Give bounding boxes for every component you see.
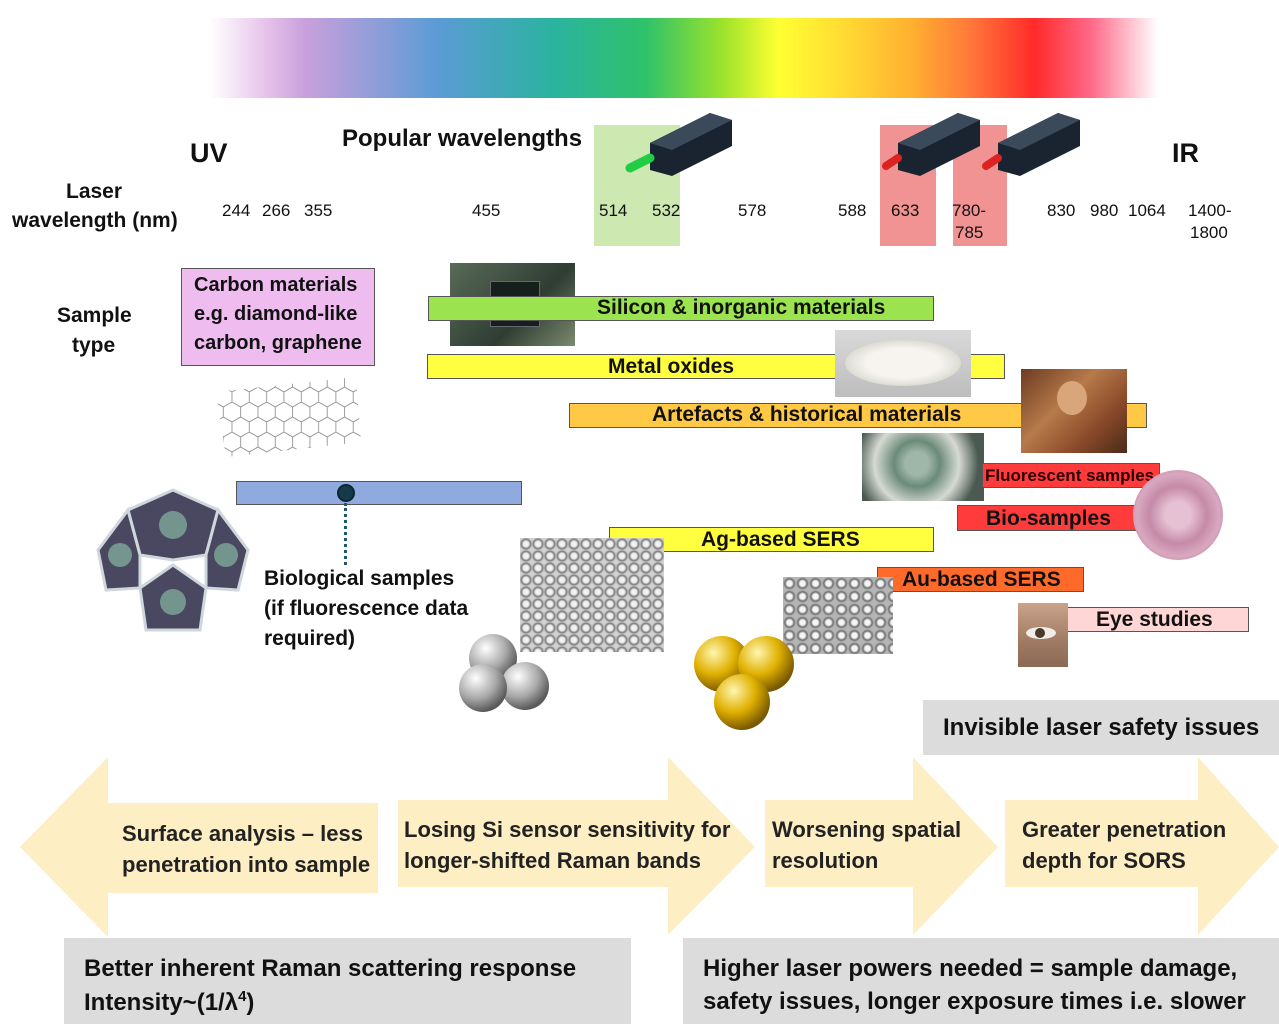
arrow3-line1: Worsening spatial bbox=[772, 817, 962, 842]
fluorescent-label: Fluorescent samples bbox=[985, 466, 1155, 485]
wavelength-980: 980 bbox=[1090, 201, 1119, 220]
arrow1-line2: penetration into sample bbox=[122, 852, 371, 877]
artefacts-label: Artefacts & historical materials bbox=[652, 403, 962, 426]
laser-wavelength-label-line2: wavelength (nm) bbox=[12, 209, 178, 232]
wavelength-578: 578 bbox=[738, 201, 767, 220]
higher-power-box bbox=[683, 938, 1279, 1024]
invisible-safety-label: Invisible laser safety issues bbox=[943, 714, 1260, 741]
wavelength-780: 780- bbox=[952, 201, 987, 220]
silver-nanoparticles-icon bbox=[459, 634, 549, 712]
fluorescent-bar bbox=[982, 463, 1160, 488]
wavelength-830: 830 bbox=[1047, 201, 1076, 220]
au-sers-label: Au-based SERS bbox=[902, 568, 1061, 591]
wavelength-588: 588 bbox=[838, 201, 867, 220]
arrow2-line2: longer-shifted Raman bands bbox=[404, 848, 702, 873]
wavelength-1800: 1800 bbox=[1190, 223, 1228, 242]
eye-studies-bar bbox=[1049, 607, 1249, 632]
gold-nanostructure-image bbox=[783, 577, 893, 654]
biological-line3: required) bbox=[264, 627, 356, 650]
higher-power-line1: Higher laser powers needed = sample dama… bbox=[703, 955, 1238, 982]
raman-response-line1: Better inherent Raman scattering respons… bbox=[84, 955, 577, 982]
intensity-exponent: 4 bbox=[238, 988, 247, 1005]
carbon-line1: Carbon materials bbox=[194, 274, 358, 296]
wavelength-355: 355 bbox=[304, 201, 333, 220]
arrows-background bbox=[20, 757, 1279, 937]
au-sers-bar bbox=[877, 567, 1084, 592]
arrow4-line2: depth for SORS bbox=[1022, 848, 1186, 873]
eye-studies-label: Eye studies bbox=[1096, 608, 1213, 631]
green-laser-device-icon bbox=[625, 113, 732, 176]
bio-samples-label: Bio-samples bbox=[986, 507, 1111, 530]
powder-dish-image bbox=[835, 330, 971, 397]
red-laser-device-icon bbox=[982, 113, 1080, 176]
biological-marker-dot bbox=[337, 484, 355, 502]
wavelength-532: 532 bbox=[652, 201, 681, 220]
ag-sers-label: Ag-based SERS bbox=[701, 528, 860, 551]
arrow4-line1: Greater penetration bbox=[1022, 817, 1227, 842]
wavelength-244: 244 bbox=[222, 201, 251, 220]
popular-wavelengths-title: Popular wavelengths bbox=[342, 125, 583, 152]
carbon-materials-box: Carbon materials e.g. diamond-like carbo… bbox=[181, 268, 375, 366]
intensity-prefix: Intensity~(1/λ bbox=[84, 989, 239, 1016]
invisible-safety-box bbox=[923, 700, 1279, 755]
sample-type-label-line2: type bbox=[72, 334, 116, 357]
laser-wavelength-label-line1: Laser bbox=[66, 180, 123, 203]
graphene-lattice-icon bbox=[216, 377, 361, 457]
plant-cross-section-image bbox=[96, 488, 250, 632]
arrow2-line1: Losing Si sensor sensitivity for bbox=[404, 817, 731, 842]
cells-micrograph-image bbox=[1133, 470, 1223, 560]
ir-label: IR bbox=[1172, 138, 1199, 168]
plant-tissue-image bbox=[862, 433, 984, 501]
wavelength-514: 514 bbox=[599, 201, 628, 220]
wavelength-785: 785 bbox=[955, 223, 984, 242]
biological-line2: (if fluorescence data bbox=[264, 597, 469, 620]
higher-power-line2: safety issues, longer exposure times i.e… bbox=[703, 988, 1246, 1015]
carbon-line3: carbon, graphene bbox=[194, 332, 362, 354]
red-laser-device-icon bbox=[882, 113, 980, 176]
raman-response-line2: Intensity~(1/λ4) bbox=[84, 988, 254, 1017]
raman-response-box bbox=[64, 938, 631, 1024]
silicon-label: Silicon & inorganic materials bbox=[597, 296, 886, 319]
wavelength-633: 633 bbox=[891, 201, 920, 220]
biological-line1: Biological samples bbox=[264, 567, 455, 590]
silicon-bar bbox=[428, 296, 934, 321]
wavelength-1064: 1064 bbox=[1128, 201, 1166, 220]
color-spectrum bbox=[210, 18, 1158, 98]
biological-samples-bar bbox=[236, 481, 522, 505]
biological-marker-line bbox=[344, 503, 347, 565]
wavelength-266: 266 bbox=[262, 201, 291, 220]
sample-type-label-line1: Sample bbox=[57, 304, 132, 327]
gold-nanoparticles-icon bbox=[694, 636, 794, 730]
wavelength-1400: 1400- bbox=[1188, 201, 1232, 220]
arrow3-line2: resolution bbox=[772, 848, 879, 873]
silver-nanostructure-image bbox=[520, 538, 664, 652]
eye-photo-image bbox=[1018, 603, 1068, 667]
bio-samples-bar bbox=[957, 505, 1143, 531]
wavelength-455: 455 bbox=[472, 201, 501, 220]
uv-label: UV bbox=[190, 138, 228, 168]
arrow1-line1: Surface analysis – less bbox=[122, 821, 363, 846]
intensity-suffix: ) bbox=[246, 989, 255, 1016]
metal-oxides-label: Metal oxides bbox=[608, 355, 735, 378]
carbon-line2: e.g. diamond-like bbox=[194, 303, 358, 325]
icon-painting-image bbox=[1021, 369, 1127, 453]
